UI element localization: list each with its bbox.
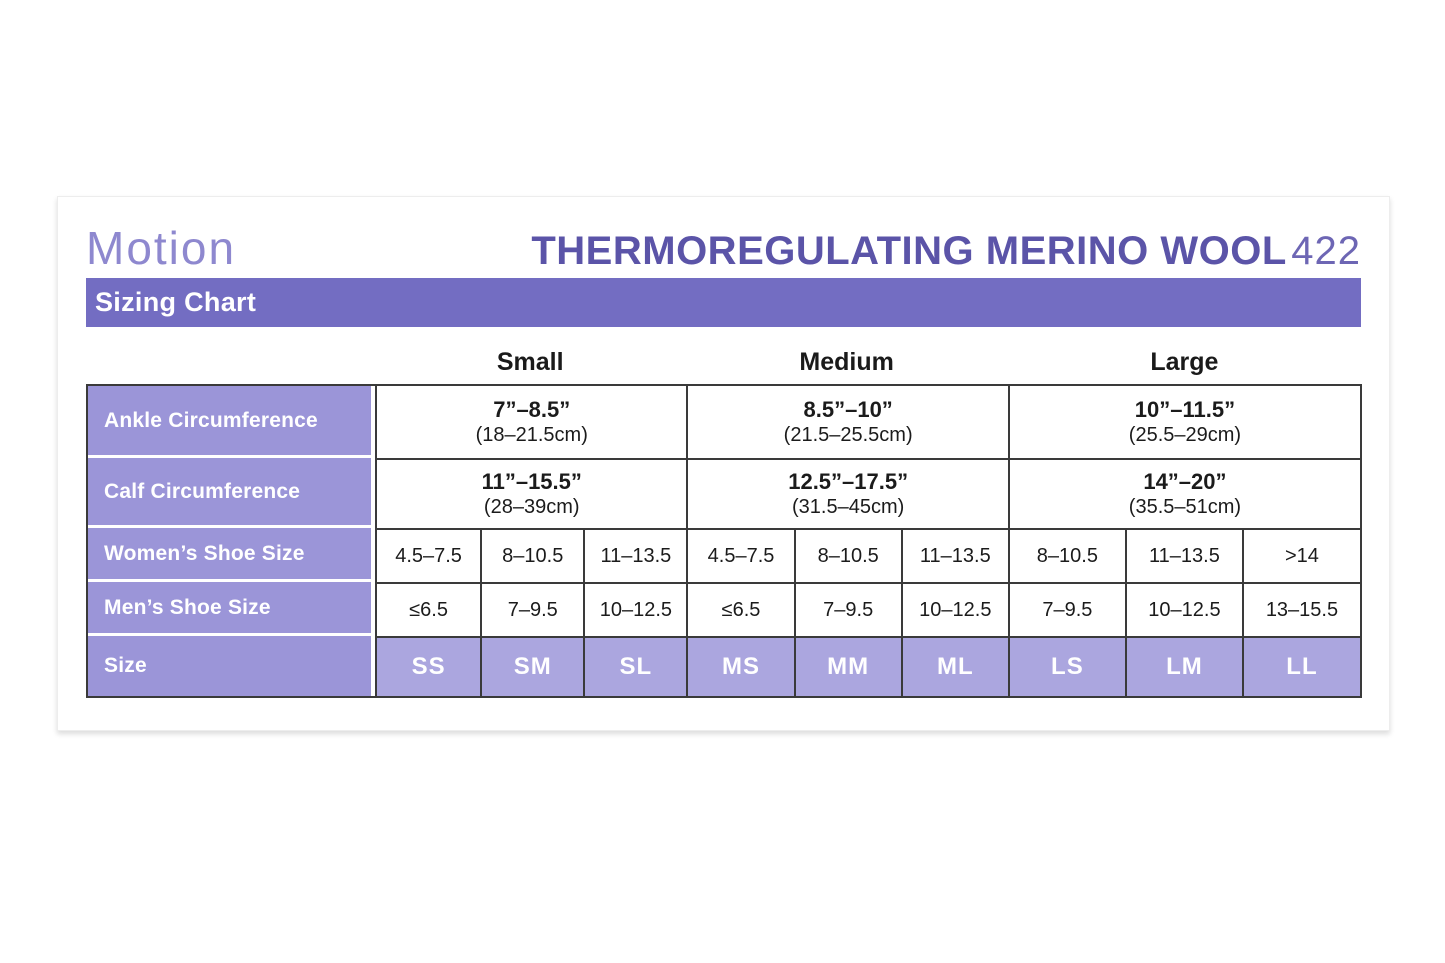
product-title: THERMOREGULATING MERINO WOOL 422 — [531, 231, 1361, 271]
sizing-chart-card: Motion THERMOREGULATING MERINO WOOL 422 … — [57, 196, 1390, 731]
table-cell-mens-ms: ≤6.5 — [686, 582, 794, 636]
table-cell-womens-lm: 11–13.5 — [1124, 528, 1242, 582]
row-label-size: Size — [88, 636, 375, 696]
table-cell-ankle-medium: 8.5”–10” (21.5–25.5cm) — [686, 386, 1007, 458]
table-cell-calf-small: 11”–15.5” (28–39cm) — [377, 458, 687, 528]
table-cell-womens-ls: 8–10.5 — [1007, 528, 1125, 582]
table-cell-calf-medium: 12.5”–17.5” (31.5–45cm) — [686, 458, 1008, 528]
table-cell-mens-lm: 10–12.5 — [1124, 582, 1242, 636]
brand-wordmark: Motion — [86, 222, 237, 274]
row-label-mens-shoe-size: Men’s Shoe Size — [88, 582, 375, 636]
table-cell-size-sm: SM — [480, 636, 584, 696]
table-cell-womens-mm: 8–10.5 — [793, 528, 901, 582]
table-cell-ankle-large: 10”–11.5” (25.5–29cm) — [1007, 386, 1360, 458]
table-cell-calf-large: 14”–20” (35.5–51cm) — [1007, 458, 1360, 528]
table-cell-size-ss: SS — [377, 636, 481, 696]
table-cell-mens-mm: 7–9.5 — [793, 582, 901, 636]
table-cell-womens-ss: 4.5–7.5 — [377, 528, 481, 582]
row-label-ankle-circumference: Ankle Circumference — [88, 386, 375, 458]
table-cell-size-mm: MM — [793, 636, 901, 696]
table-cell-mens-sm: 7–9.5 — [480, 582, 584, 636]
col-header-medium: Medium — [799, 347, 894, 376]
table-cell-womens-ms: 4.5–7.5 — [686, 528, 794, 582]
section-title: Sizing Chart — [95, 287, 257, 317]
table-cell-size-ms: MS — [686, 636, 794, 696]
row-label-womens-shoe-size: Women’s Shoe Size — [88, 528, 375, 582]
table-cell-womens-ll: >14 — [1241, 528, 1360, 582]
sizing-table: Ankle Circumference Calf Circumference W… — [86, 384, 1362, 698]
table-cell-size-ml: ML — [900, 636, 1008, 696]
table-cell-womens-ml: 11–13.5 — [900, 528, 1008, 582]
table-cell-size-ls: LS — [1007, 636, 1125, 696]
table-cell-mens-ml: 10–12.5 — [900, 582, 1008, 636]
table-cell-womens-sm: 8–10.5 — [480, 528, 584, 582]
product-model-number: 422 — [1291, 229, 1361, 273]
table-cell-mens-ll: 13–15.5 — [1241, 582, 1360, 636]
table-cell-mens-ls: 7–9.5 — [1007, 582, 1125, 636]
table-cell-mens-ss: ≤6.5 — [377, 582, 481, 636]
table-cell-womens-sl: 11–13.5 — [583, 528, 687, 582]
row-labels-column: Ankle Circumference Calf Circumference W… — [88, 386, 375, 696]
row-label-calf-circumference: Calf Circumference — [88, 458, 375, 528]
size-group-headers: Small Medium Large — [86, 344, 1361, 380]
table-cell-size-lm: LM — [1124, 636, 1242, 696]
card-header: Motion THERMOREGULATING MERINO WOOL 422 — [86, 221, 1361, 271]
product-title-text: THERMOREGULATING MERINO WOOL — [531, 229, 1287, 273]
table-cell-mens-sl: 10–12.5 — [583, 582, 687, 636]
table-cell-size-sl: SL — [583, 636, 687, 696]
table-cell-ankle-small: 7”–8.5” (18–21.5cm) — [475, 396, 588, 447]
table-data-grid: 7”–8.5” (18–21.5cm) 8.5”–10” (21.5–25.5c… — [375, 386, 1360, 696]
table-cell-size-ll: LL — [1241, 636, 1360, 696]
col-header-small: Small — [496, 347, 564, 376]
col-header-large: Large — [1150, 347, 1219, 376]
section-title-bar: Sizing Chart — [86, 278, 1361, 327]
